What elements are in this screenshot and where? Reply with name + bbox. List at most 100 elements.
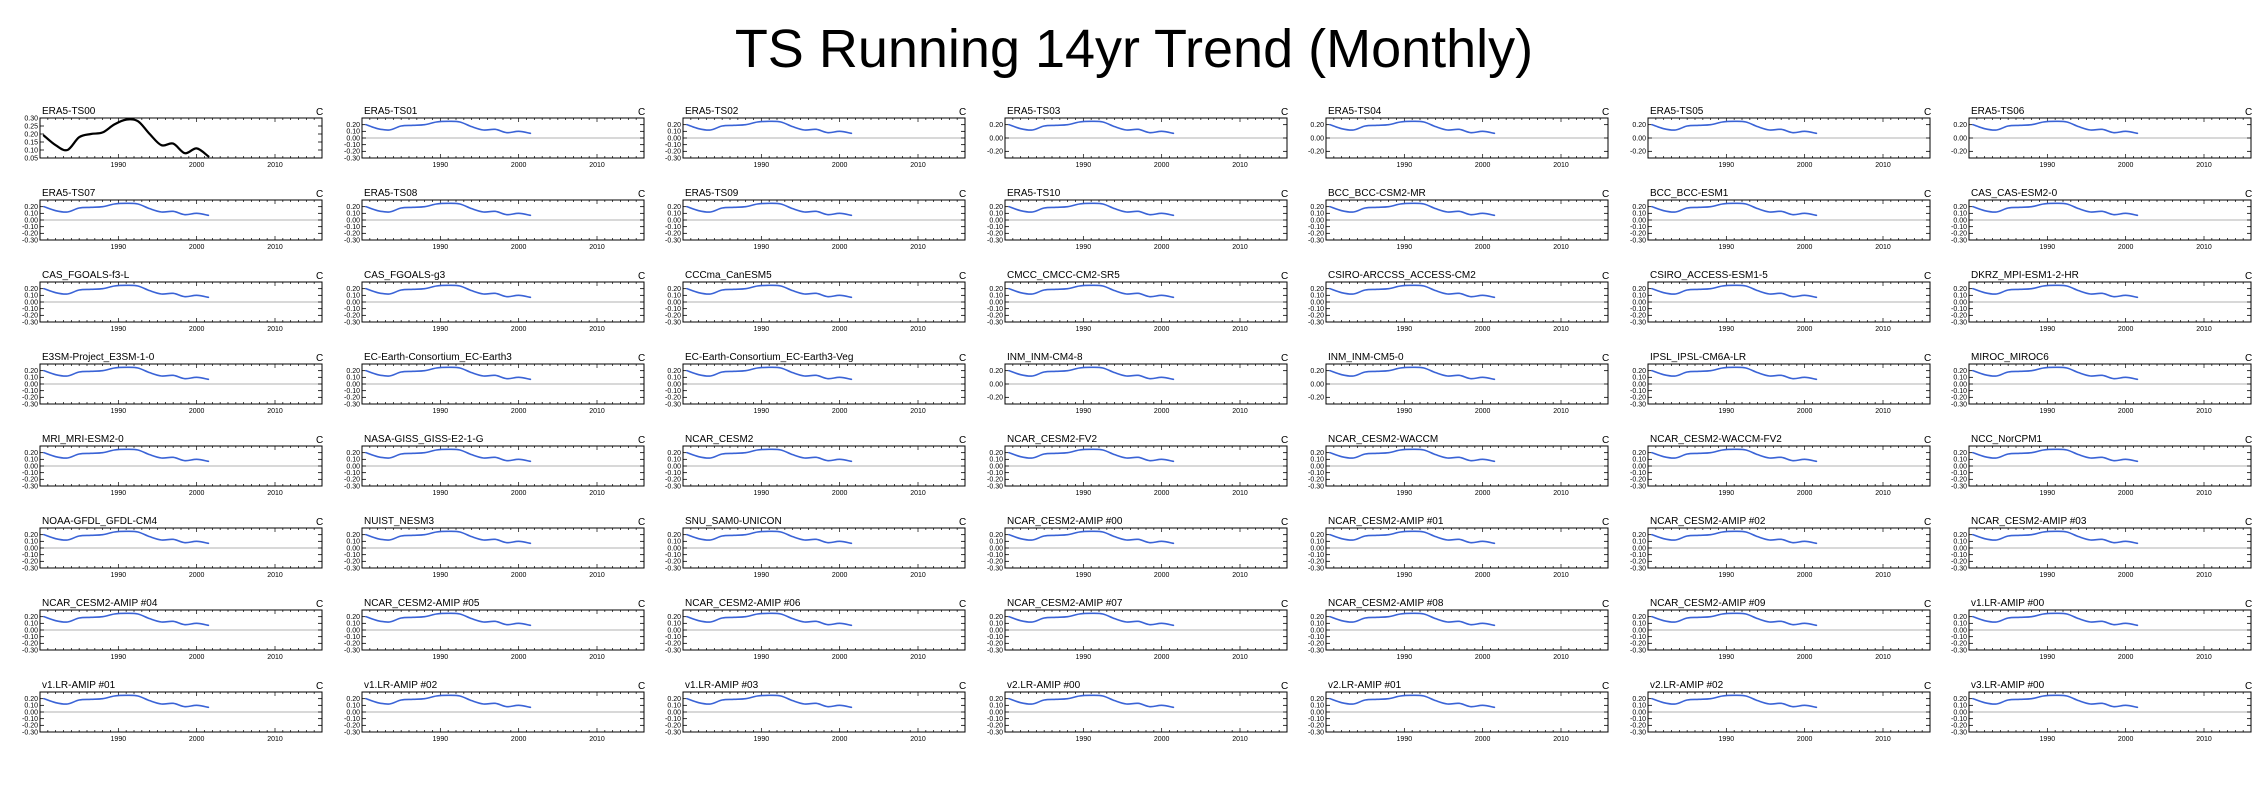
panel-units: C (2245, 599, 2252, 610)
x-tick-label: 1990 (433, 490, 449, 497)
series-line (686, 366, 853, 381)
y-tick-label: -0.30 (1630, 319, 1646, 326)
series-line (1651, 120, 1818, 135)
chart-panel: NCAR_CESM2-AMIP #00 C 0.20 0.10 0.00 -0.10 -0.… (987, 510, 1322, 590)
x-tick-label: 1990 (2040, 408, 2056, 415)
panel-title: CMCC_CMCC-CM2-SR5 (1007, 270, 1120, 281)
y-tick-label: -0.30 (1308, 319, 1324, 326)
x-tick-label: 2010 (2196, 326, 2212, 333)
y-tick-label: -0.20 (665, 395, 681, 402)
y-tick-label: 0.10 (24, 703, 38, 710)
y-tick-label: -0.20 (1308, 313, 1324, 320)
y-tick-label: -0.10 (22, 552, 38, 559)
panel-units: C (316, 517, 323, 528)
panel-title: MRI_MRI-ESM2-0 (42, 434, 124, 445)
y-tick-label: -0.20 (344, 149, 360, 156)
series-line (1972, 284, 2139, 299)
x-tick-label: 1990 (1076, 326, 1092, 333)
y-tick-label: -0.30 (22, 729, 38, 736)
y-tick-label: 0.00 (667, 217, 681, 224)
y-tick-label: -0.10 (1951, 552, 1967, 559)
y-tick-label: -0.20 (22, 395, 38, 402)
x-tick-label: 2000 (1797, 408, 1813, 415)
x-tick-label: 2010 (1875, 408, 1891, 415)
y-tick-label: -0.10 (1630, 552, 1646, 559)
y-tick-label: -0.30 (22, 319, 38, 326)
series-line (1008, 530, 1175, 545)
y-tick-label: 0.10 (667, 293, 681, 300)
series-line (365, 120, 532, 135)
x-tick-label: 2010 (1875, 326, 1891, 333)
y-tick-label: -0.30 (665, 319, 681, 326)
x-tick-label: 1990 (433, 572, 449, 579)
y-tick-label: 0.20 (24, 131, 38, 138)
y-tick-label: 0.20 (24, 286, 38, 293)
y-tick-label: -0.20 (1308, 149, 1324, 156)
panel-svg: MIROC_MIROC6 C 0.200.100.00-0.10-0.20-0.30… (1951, 352, 2252, 415)
panel-title: CAS_FGOALS-f3-L (42, 270, 130, 281)
y-tick-label: 0.20 (667, 368, 681, 375)
panel-title: NCAR_CESM2-AMIP #03 (1971, 516, 2087, 527)
y-tick-label: 0.00 (346, 135, 360, 142)
y-tick-label: 0.20 (1632, 204, 1646, 211)
y-tick-label: -0.10 (1308, 470, 1324, 477)
y-tick-label: -0.30 (1951, 237, 1967, 244)
panel-svg: DKRZ_MPI-ESM1-2-HR C 0.200.100.00-0.10-0.2… (1951, 270, 2252, 333)
y-tick-label: 0.00 (346, 381, 360, 388)
panel-units: C (959, 271, 966, 282)
series-line (1972, 366, 2139, 381)
y-tick-label: 0.20 (24, 450, 38, 457)
panel-units: C (316, 107, 323, 118)
y-tick-label: -0.10 (344, 470, 360, 477)
y-tick-label: 0.20 (989, 450, 1003, 457)
series-line (686, 530, 853, 545)
y-tick-label: -0.10 (665, 470, 681, 477)
y-tick-label: 0.00 (1953, 627, 1967, 634)
chart-panel: INM_INM-CM4-8 C 0.20 0.00 -0.20 1990 2000 2010 (987, 346, 1322, 426)
panel-units: C (1602, 353, 1609, 364)
x-tick-label: 2010 (1232, 490, 1248, 497)
y-tick-label: 0.00 (989, 217, 1003, 224)
x-tick-label: 1990 (111, 572, 127, 579)
panel-units: C (638, 517, 645, 528)
x-tick-label: 2010 (1875, 244, 1891, 251)
y-tick-label: 0.10 (1632, 211, 1646, 218)
panel-svg: NCAR_CESM2-AMIP #09 C0.200.100.00-0.10-0.… (1630, 598, 1931, 661)
series-line (1008, 120, 1175, 135)
y-tick-label: -0.10 (344, 634, 360, 641)
panel-units: C (1281, 517, 1288, 528)
panel-title: ERA5-TS07 (42, 188, 96, 199)
panel-svg: CMCC_CMCC-CM2-SR5 C 0.200.100.00-0.10-0.20… (987, 270, 1288, 333)
y-tick-label: -0.20 (987, 149, 1003, 156)
y-tick-label: -0.30 (22, 647, 38, 654)
chart-panel: ERA5-TS08 C 0.20 0.10 0.00 -0.10 -0.20 -0.30 199… (344, 182, 679, 262)
x-tick-label: 2010 (910, 326, 926, 333)
x-tick-label: 2000 (189, 162, 205, 169)
y-tick-label: -0.30 (1630, 237, 1646, 244)
y-tick-label: 0.20 (667, 532, 681, 539)
y-tick-label: 0.20 (24, 696, 38, 703)
panel-title: ERA5-TS04 (1328, 106, 1382, 117)
panel-title: MIROC_MIROC6 (1971, 352, 2049, 363)
series-line (43, 202, 210, 217)
panel-units: C (638, 599, 645, 610)
panel-units: C (2245, 517, 2252, 528)
x-tick-label: 2000 (832, 490, 848, 497)
x-tick-label: 2010 (589, 408, 605, 415)
x-tick-label: 1990 (754, 572, 770, 579)
panel-svg: NCAR_CESM2-AMIP #07 C0.200.100.00-0.10-0.… (987, 598, 1288, 661)
y-tick-label: -0.20 (1951, 477, 1967, 484)
y-tick-label: 0.20 (24, 204, 38, 211)
panel-svg: EC-Earth-Consortium_EC-Earth3 C 0.200.100.… (344, 352, 645, 415)
y-tick-label: 0.00 (667, 463, 681, 470)
panel-svg: SNU_SAM0-UNICON C 0.200.100.00-0.10-0.20-0… (665, 516, 966, 579)
series-line (365, 202, 532, 217)
panel-title: NUIST_NESM3 (364, 516, 434, 527)
panel-title: ERA5-TS09 (685, 188, 739, 199)
series-line (43, 284, 210, 299)
x-tick-label: 1990 (1076, 244, 1092, 251)
y-tick-label: 0.10 (1632, 293, 1646, 300)
x-tick-label: 1990 (433, 326, 449, 333)
x-tick-label: 1990 (1719, 654, 1735, 661)
x-tick-label: 2000 (1154, 490, 1170, 497)
